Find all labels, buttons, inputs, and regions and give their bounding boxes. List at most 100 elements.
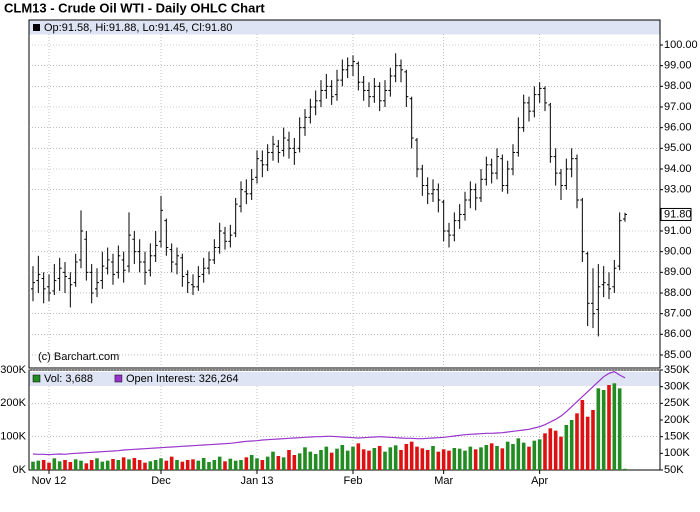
volume-bar	[345, 450, 350, 470]
volume-bar	[68, 462, 73, 470]
y-tick-label: 90.00	[664, 246, 692, 258]
volume-bar	[484, 445, 489, 470]
volume-bar	[473, 449, 478, 470]
volume-bar	[196, 460, 201, 470]
y-tick-label: 99.00	[664, 60, 692, 72]
legend-marker	[32, 374, 41, 383]
volume-bar	[463, 450, 467, 470]
price-panel	[28, 19, 661, 369]
y2-tick-label: 300K	[664, 381, 690, 393]
volume-bar	[47, 462, 51, 470]
volume-bar	[95, 458, 99, 470]
volume-bar	[185, 460, 190, 470]
volume-bar	[228, 458, 233, 470]
volume-bar	[271, 451, 275, 470]
volume-bar	[164, 460, 169, 470]
y-tick-label: 88.00	[664, 287, 692, 299]
volume-bar	[596, 388, 601, 470]
volume-bar	[132, 458, 137, 470]
volume-bar	[292, 455, 297, 470]
volume-bar	[580, 400, 585, 470]
volume-bar	[521, 442, 526, 470]
volume-bar	[425, 450, 430, 470]
volume-bar	[452, 448, 457, 470]
volume-bar	[361, 449, 366, 470]
y-tick-label: 95.00	[664, 142, 692, 154]
x-tick-label: Jan 13	[240, 475, 273, 487]
volume-bar	[100, 461, 105, 470]
volume-bar	[169, 456, 174, 470]
volume-bar	[217, 456, 222, 470]
volume-bar	[148, 461, 153, 470]
volume-bar	[441, 449, 446, 470]
x-tick-label: Apr	[531, 475, 548, 487]
volume-bar	[105, 460, 110, 470]
volume-bar	[527, 446, 531, 470]
volume-bar	[505, 441, 510, 470]
volume-bar	[239, 460, 243, 470]
volume-bar	[516, 438, 521, 470]
volume-bar	[276, 456, 281, 470]
volume-bar	[351, 446, 355, 470]
y-tick-label: 97.00	[664, 101, 692, 113]
volume-bar	[372, 448, 377, 470]
volume-bar	[409, 441, 414, 470]
legend-marker	[114, 374, 123, 383]
volume-bar	[31, 461, 35, 470]
volume-bar	[116, 460, 121, 470]
legend-label: Vol: 3,688	[44, 373, 93, 385]
volume-bar	[79, 460, 83, 470]
price-legend-marker	[33, 24, 40, 31]
volume-bar	[324, 446, 329, 470]
y2-tick-label: 100K	[664, 447, 690, 459]
volume-bar	[623, 468, 627, 470]
y-tick-label: 85.00	[664, 349, 692, 361]
y2-tick-label: 350K	[664, 364, 690, 376]
volume-bar	[575, 413, 579, 470]
y2-tick-label: 250K	[664, 397, 690, 409]
volume-bar	[559, 436, 563, 470]
volume-bar	[383, 451, 387, 470]
volume-bar	[500, 448, 505, 470]
y-tick-label: 91.00	[664, 225, 692, 237]
last-price-label: 91.80	[664, 208, 692, 220]
volume-bar	[543, 433, 547, 470]
volume-bar	[233, 460, 238, 470]
volume-bar	[415, 446, 419, 470]
volume-bar	[569, 420, 574, 470]
price-legend-strip	[29, 20, 660, 35]
volume-bar	[212, 460, 217, 470]
volume-bar	[548, 428, 553, 470]
y-tick-label: 300K	[0, 364, 26, 376]
y-tick-label: 94.00	[664, 163, 692, 175]
volume-bar	[367, 450, 371, 470]
y-tick-label: 0K	[13, 464, 27, 476]
volume-bar	[319, 450, 323, 470]
x-tick-label: Feb	[344, 475, 363, 487]
volume-bar	[260, 460, 265, 470]
last-price-box	[660, 207, 692, 221]
volume-bar	[457, 448, 462, 470]
volume-bar	[436, 451, 441, 470]
volume-bar	[479, 447, 483, 470]
volume-bar	[388, 447, 393, 470]
volume-bar	[377, 446, 382, 470]
volume-bar	[495, 446, 499, 470]
volume-bar	[601, 390, 606, 470]
volume-bar	[532, 440, 537, 470]
volume-bar	[121, 457, 126, 470]
volume-bar	[404, 444, 409, 470]
volume-bar	[281, 457, 286, 470]
volume-bar	[297, 453, 302, 470]
volume-bar	[36, 460, 41, 470]
volume-bar	[308, 451, 313, 470]
volume-bar	[399, 450, 403, 470]
volume-bar	[201, 458, 206, 470]
y-tick-label: 87.00	[664, 308, 692, 320]
price-legend-text: Op:91.58, Hi:91.88, Lo:91.45, Cl:91.80	[44, 22, 232, 34]
volume-bar	[207, 462, 211, 470]
volume-bar	[244, 457, 249, 470]
volume-bar	[249, 455, 254, 470]
volume-bar	[159, 458, 163, 470]
